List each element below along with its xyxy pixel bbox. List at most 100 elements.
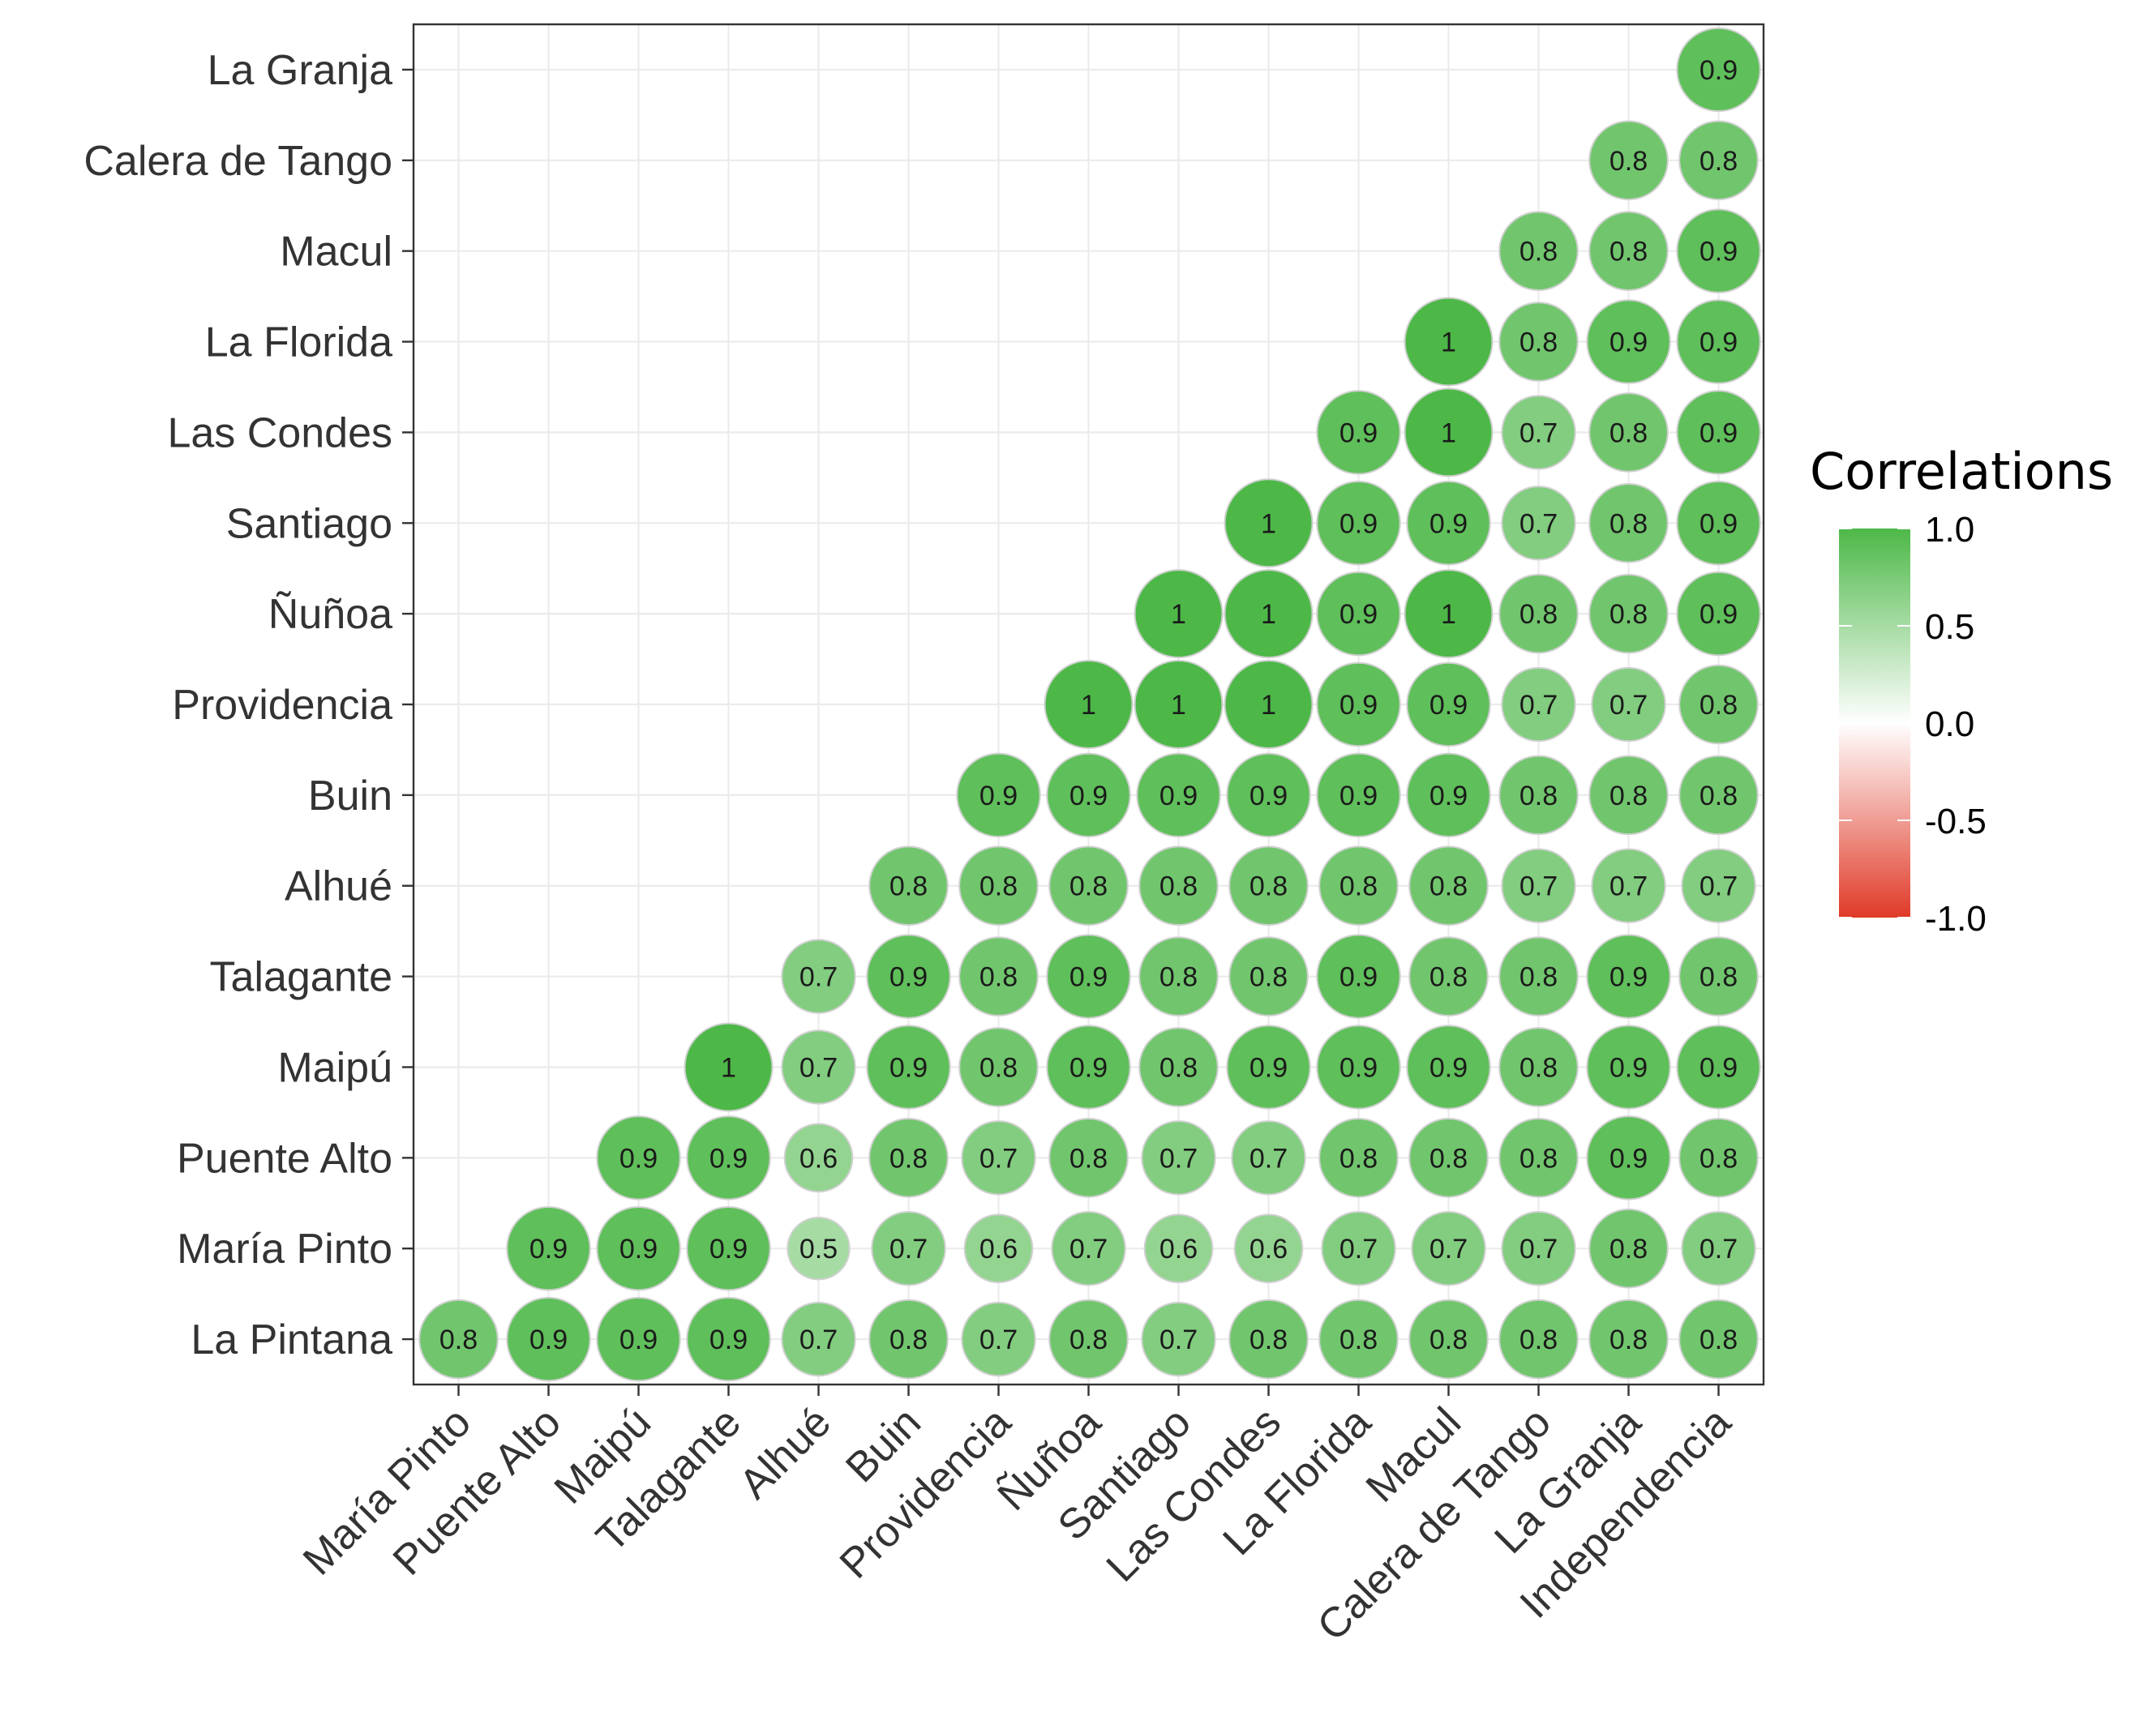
correlation-cell: 0.9	[1676, 208, 1761, 293]
correlation-value-label: 0.8	[979, 871, 1018, 902]
correlation-cell: 0.7	[1411, 1211, 1486, 1286]
correlation-value-label: 0.7	[1519, 508, 1558, 539]
correlation-value-label: 0.9	[1700, 1052, 1738, 1083]
correlation-value-label: 0.7	[799, 962, 838, 993]
correlation-circle	[1676, 571, 1761, 657]
correlation-circle	[1498, 573, 1579, 654]
correlation-cell: 0.9	[1586, 299, 1671, 384]
correlation-cell: 0.8	[1498, 573, 1579, 654]
correlation-circle	[1681, 848, 1756, 923]
correlation-value-label: 0.9	[1700, 508, 1738, 539]
correlation-circle	[1318, 845, 1399, 927]
correlation-circle	[1408, 845, 1489, 927]
correlation-cell: 0.9	[1676, 27, 1761, 113]
correlation-value-label: 0.8	[1519, 962, 1558, 993]
correlation-value-label: 0.7	[1519, 417, 1558, 448]
correlation-value-label: 0.6	[799, 1143, 838, 1174]
correlation-value-label: 0.8	[1429, 1143, 1468, 1174]
correlation-cell: 0.9	[1046, 934, 1131, 1019]
correlation-value-label: 0.8	[979, 962, 1018, 993]
correlation-cell: 0.9	[1406, 661, 1491, 747]
y-tick-label-la-florida: La Florida	[205, 319, 392, 366]
correlation-value-label: 0.7	[1339, 1234, 1378, 1265]
correlation-circle	[1224, 660, 1314, 749]
correlation-circle	[1318, 1299, 1399, 1380]
correlation-cell: 0.9	[596, 1115, 681, 1201]
correlation-cell: 0.8	[1048, 845, 1129, 927]
correlation-value-label: 0.8	[1159, 962, 1198, 993]
correlation-value-label: 0.8	[1159, 1052, 1198, 1083]
correlation-cell: 0.8	[1138, 1027, 1219, 1107]
correlation-circle	[1228, 845, 1309, 927]
correlation-cell: 0.7	[961, 1120, 1036, 1196]
correlation-cell: 0.9	[1586, 1115, 1671, 1201]
correlation-circle	[1136, 752, 1221, 838]
correlation-circle	[1408, 1118, 1489, 1198]
correlation-value-label: 0.9	[1700, 599, 1738, 630]
correlation-circle	[1676, 481, 1761, 566]
correlation-circle	[1678, 120, 1759, 201]
correlation-value-label: 0.9	[1069, 781, 1108, 811]
correlation-circle	[1588, 211, 1669, 291]
correlation-circle	[1141, 1301, 1216, 1377]
correlation-circle	[1411, 1211, 1486, 1286]
correlation-value-label: 0.9	[1700, 417, 1738, 448]
correlation-value-label: 0.8	[1249, 871, 1288, 902]
correlation-circle	[1228, 1299, 1309, 1380]
correlation-circle	[1321, 1211, 1396, 1286]
correlation-circle	[1588, 120, 1669, 201]
correlation-cell: 0.7	[1231, 1120, 1306, 1196]
correlation-cell: 1	[1404, 569, 1494, 659]
correlation-cell: 0.9	[1676, 571, 1761, 657]
correlation-circle	[958, 1027, 1039, 1107]
correlation-circle	[596, 1115, 681, 1201]
correlation-value-label: 0.9	[1339, 962, 1378, 993]
correlation-value-label: 0.9	[1339, 1052, 1378, 1083]
correlation-circle	[781, 1301, 856, 1377]
correlation-cell: 0.7	[1501, 395, 1576, 470]
correlation-cell: 0.9	[1586, 1025, 1671, 1110]
correlation-cell: 0.7	[1141, 1120, 1216, 1196]
correlation-value-label: 0.8	[1609, 417, 1648, 448]
legend-tick-label: -1.0	[1925, 899, 1987, 939]
correlation-cell: 0.8	[1048, 1299, 1129, 1380]
correlation-circle	[1681, 1211, 1756, 1286]
correlation-circle	[418, 1299, 499, 1380]
correlation-circle	[963, 1213, 1034, 1284]
correlation-cell: 0.8	[1588, 211, 1669, 291]
correlation-cells: 0.8 0.9 0.9 0.9 0.7 0.8 0.7 0.8 0.7 0.8 0.8 0.8 0.8 0…	[418, 27, 1761, 1382]
correlation-cell: 0.9	[1406, 1025, 1491, 1110]
correlation-value-label: 0.6	[979, 1234, 1018, 1265]
x-tick-label-providencia: Providencia	[831, 1398, 1020, 1587]
correlation-circle	[1404, 387, 1494, 477]
correlation-circle	[1498, 211, 1579, 291]
correlation-value-label: 0.9	[1429, 1052, 1468, 1083]
correlation-value-label: 0.8	[1339, 871, 1378, 902]
y-tick-label-santiago: Santiago	[226, 500, 392, 547]
correlation-circle	[1046, 934, 1131, 1019]
correlation-cell: 0.9	[686, 1115, 771, 1201]
correlation-cell: 0.8	[1498, 755, 1579, 836]
correlation-cell: 0.7	[781, 1301, 856, 1377]
correlation-value-label: 0.8	[1609, 1325, 1648, 1355]
correlation-circle	[1316, 571, 1401, 657]
correlation-value-label: 0.8	[1519, 1325, 1558, 1355]
correlation-value-label: 0.7	[1609, 871, 1648, 902]
correlation-value-label: 0.8	[1519, 599, 1558, 630]
correlation-value-label: 0.9	[1609, 1052, 1648, 1083]
correlation-value-label: 0.8	[1429, 962, 1468, 993]
correlation-circle	[866, 1025, 951, 1110]
correlation-circle	[1586, 1025, 1671, 1110]
correlation-value-label: 0.9	[1609, 962, 1648, 993]
correlation-cell: 0.9	[1676, 481, 1761, 566]
correlation-circle	[1134, 569, 1224, 659]
correlation-circle	[1316, 390, 1401, 475]
correlation-cell: 1	[1404, 387, 1494, 477]
correlation-cell: 0.8	[1588, 482, 1669, 563]
correlation-cell: 0.8	[958, 1027, 1039, 1107]
correlation-cell: 0.9	[596, 1296, 681, 1382]
correlation-value-label: 0.7	[1159, 1325, 1198, 1355]
correlation-circle	[1048, 1118, 1129, 1198]
correlation-cell: 0.8	[1408, 845, 1489, 927]
